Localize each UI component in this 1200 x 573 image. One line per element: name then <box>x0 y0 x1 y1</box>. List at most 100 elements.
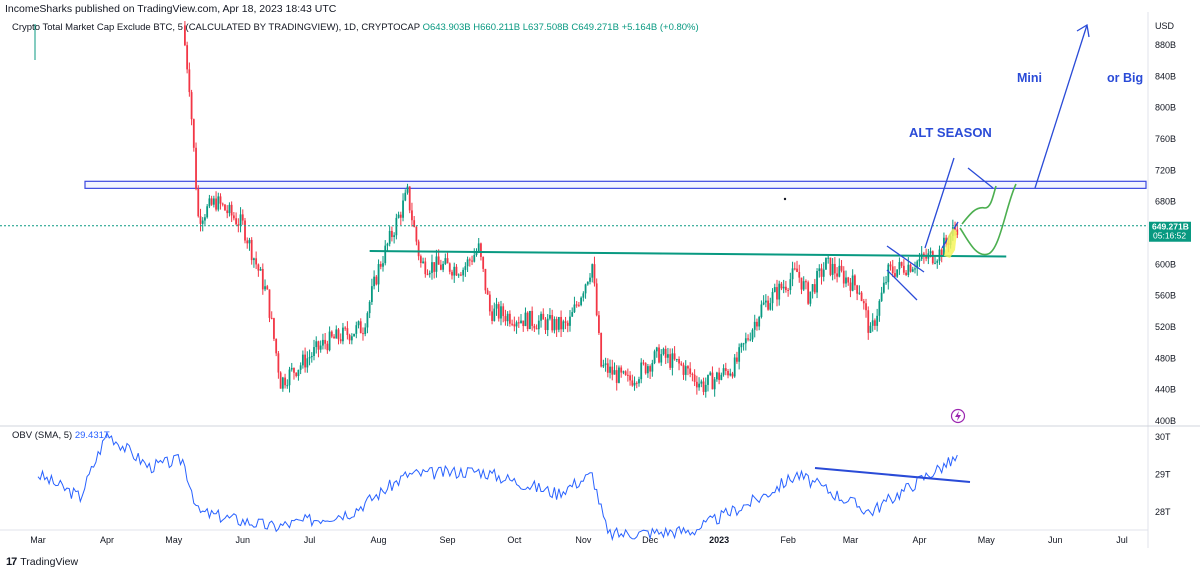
candle-up <box>758 317 761 327</box>
candle-up <box>651 362 654 372</box>
candle-down <box>362 333 364 335</box>
candle-down <box>842 270 845 284</box>
close-value: C649.271B <box>571 22 619 33</box>
candle-down <box>235 218 238 225</box>
candle-down <box>631 380 634 386</box>
candle-down <box>798 271 801 278</box>
resistance-zone[interactable] <box>84 180 1147 189</box>
candle-up <box>762 302 765 305</box>
price-tick-label: 800B <box>1155 103 1176 113</box>
lightning-icon[interactable] <box>950 408 966 424</box>
candle-up <box>700 381 703 384</box>
time-tick-label: May <box>978 535 996 545</box>
candle-up <box>885 282 887 284</box>
candle-down <box>344 327 347 329</box>
projection-lines[interactable] <box>967 23 1090 189</box>
candle-up <box>704 384 707 392</box>
candle-up <box>707 374 709 385</box>
candle-down <box>279 372 282 389</box>
candle-up <box>838 265 841 277</box>
candle-down <box>284 377 286 386</box>
candle-up <box>622 371 625 373</box>
candle-down <box>849 282 852 291</box>
candle-down <box>891 266 894 274</box>
candle-up <box>713 379 716 390</box>
candle-down <box>889 264 892 267</box>
candle-down <box>511 323 514 325</box>
candle-down <box>551 315 554 331</box>
candle-up <box>553 319 556 331</box>
candle-up <box>373 276 376 287</box>
candle-down <box>642 362 645 364</box>
candle-down <box>437 256 440 265</box>
tradingview-footer[interactable]: 17 TradingView <box>6 556 78 568</box>
candle-up <box>342 327 344 342</box>
time-tick-label: Sep <box>440 535 456 545</box>
candle-down <box>192 119 195 148</box>
candle-up <box>473 255 476 262</box>
candle-down <box>255 258 258 265</box>
price-tick-label: 840B <box>1155 71 1176 81</box>
candle-down <box>800 277 803 290</box>
candle-up <box>204 217 206 221</box>
marker-dot <box>783 197 787 201</box>
mini-label: Mini <box>1017 71 1042 85</box>
candle-down <box>488 294 491 312</box>
candle-down <box>333 336 335 339</box>
candle-up <box>896 269 899 277</box>
candle-up <box>288 369 291 386</box>
candle-down <box>324 339 327 344</box>
candle-down <box>379 264 382 267</box>
candle-down <box>874 320 876 326</box>
candle-up <box>582 293 585 298</box>
candle-up <box>562 321 565 330</box>
candle-up <box>671 353 674 368</box>
candle-up <box>546 318 549 331</box>
candle-up <box>466 259 469 267</box>
obv-trendline[interactable] <box>814 467 971 483</box>
candle-up <box>791 268 794 280</box>
candle-down <box>480 243 482 257</box>
candle-up <box>350 336 353 341</box>
candle-up <box>667 354 669 358</box>
candle-up <box>557 316 560 330</box>
candle-up <box>825 257 827 270</box>
candle-up <box>580 297 583 306</box>
support-trendline[interactable] <box>369 250 1007 258</box>
candle-down <box>210 198 213 205</box>
candle-up <box>297 369 300 376</box>
candle-up <box>715 372 718 380</box>
candle-up <box>898 262 901 270</box>
candle-up <box>462 269 465 276</box>
time-tick-label: Mar <box>30 535 46 545</box>
candle-up <box>377 264 380 285</box>
candle-up <box>584 284 587 294</box>
or-big-label: or Big <box>1107 71 1143 85</box>
candle-down <box>199 216 202 224</box>
candle-up <box>248 239 251 244</box>
candle-down <box>230 204 233 216</box>
time-tick-label: May <box>165 535 183 545</box>
candle-down <box>649 366 652 372</box>
candle-up <box>744 338 747 344</box>
candle-up <box>313 347 315 357</box>
candle-down <box>840 265 843 271</box>
candle-up <box>816 270 818 293</box>
candle-down <box>426 274 429 276</box>
candle-down <box>221 203 224 205</box>
candle-down <box>491 311 493 321</box>
candle-up <box>301 354 304 366</box>
candle-up <box>364 327 367 335</box>
candle-down <box>250 239 253 261</box>
candle-down <box>620 367 623 373</box>
candle-down <box>862 301 865 304</box>
candle-up <box>569 316 571 326</box>
wedge-drawing[interactable] <box>886 157 959 301</box>
candle-down <box>836 273 838 277</box>
candle-up <box>402 200 404 218</box>
candle-up <box>239 214 242 226</box>
candle-down <box>847 277 850 283</box>
candle-down <box>513 324 516 327</box>
candle-up <box>549 315 551 319</box>
